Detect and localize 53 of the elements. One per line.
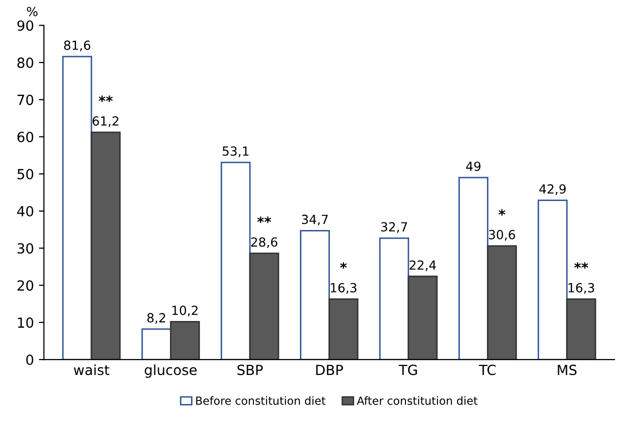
data-label: 10,2 xyxy=(172,306,198,316)
bar xyxy=(249,252,280,360)
y-tick-label: 30 xyxy=(18,243,34,254)
data-label: 32,7 xyxy=(381,222,408,233)
data-label: 53,1 xyxy=(222,146,248,158)
bar xyxy=(486,245,517,360)
y-tick-label: 70 xyxy=(18,94,34,106)
annotation: * xyxy=(340,262,347,269)
x-tick-label: TC xyxy=(478,364,496,376)
y-tick-label: 10 xyxy=(18,317,34,328)
bar xyxy=(566,298,596,360)
x-tick-label: waist xyxy=(74,364,110,376)
bar xyxy=(141,328,172,360)
y-tick-label: 60 xyxy=(17,132,34,142)
data-label: 16,3 xyxy=(568,282,594,294)
bar xyxy=(62,56,92,360)
y-tick-label: 80 xyxy=(17,57,34,68)
y-tick-label: 40 xyxy=(17,206,34,217)
x-tick-label: MS xyxy=(558,364,577,376)
bar xyxy=(90,132,121,360)
bar xyxy=(408,276,438,360)
x-tick-label: DBP xyxy=(316,364,343,375)
bar xyxy=(328,298,358,360)
data-label: 30,6 xyxy=(488,230,516,241)
x-tick-label: TG xyxy=(398,364,417,376)
data-label: 16,3 xyxy=(330,282,356,294)
y-axis-title: % xyxy=(26,6,38,16)
y-tick-label: 90 xyxy=(17,20,34,31)
annotation: ** xyxy=(257,216,272,223)
annotation: ** xyxy=(98,96,113,102)
y-tick-label: 50 xyxy=(18,168,34,180)
bar xyxy=(379,237,410,360)
data-label: 42,9 xyxy=(539,184,566,195)
data-label: 22,4 xyxy=(410,260,436,272)
legend-label: Before constitution diet xyxy=(196,396,326,405)
bar xyxy=(220,162,251,360)
data-label: 34,7 xyxy=(302,214,328,226)
data-label: 8,2 xyxy=(147,313,166,324)
x-tick-label: SBP xyxy=(237,364,263,376)
bar xyxy=(170,320,200,360)
bar xyxy=(458,176,488,360)
data-label: 61,2 xyxy=(92,116,118,127)
bar xyxy=(538,200,568,360)
x-tick-label: glucose xyxy=(144,364,197,378)
data-label: 49 xyxy=(466,162,480,172)
annotation: * xyxy=(498,209,506,216)
annotation: ** xyxy=(574,262,588,269)
data-label: 81,6 xyxy=(64,40,90,52)
bar xyxy=(300,230,330,360)
data-label: 28,6 xyxy=(251,237,278,248)
y-tick-label: 20 xyxy=(18,280,34,291)
legend-label: After constitution diet xyxy=(356,396,478,405)
y-tick-label: 0 xyxy=(26,354,34,366)
